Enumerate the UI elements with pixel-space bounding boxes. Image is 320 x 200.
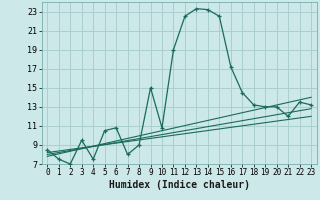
X-axis label: Humidex (Indice chaleur): Humidex (Indice chaleur) (109, 180, 250, 190)
